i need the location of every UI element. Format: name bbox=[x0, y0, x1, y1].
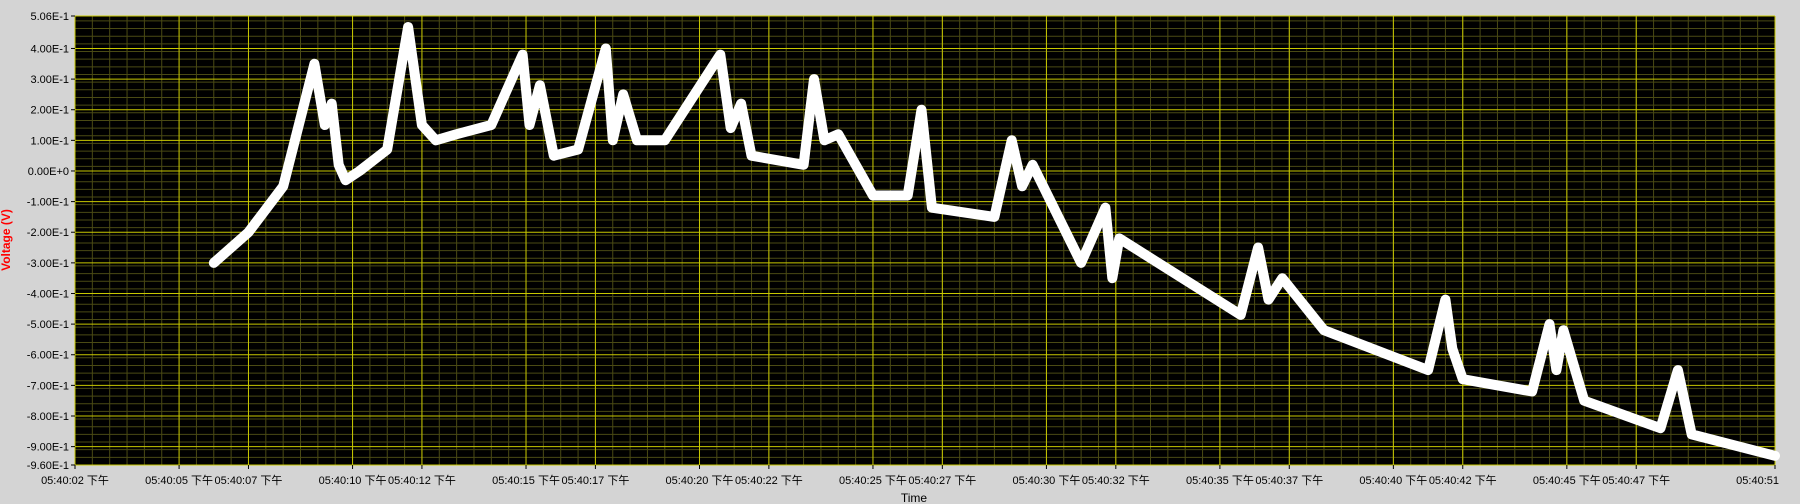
y-tick-label: -9.60E-1 bbox=[27, 460, 69, 472]
x-tick-label: 05:40:07 下午 bbox=[215, 474, 283, 487]
x-tick-label: 05:40:10 下午 bbox=[319, 474, 387, 487]
y-tick-label: -3.00E-1 bbox=[27, 258, 69, 270]
x-tick-label: 05:40:32 下午 bbox=[1082, 474, 1150, 487]
x-tick-label: 05:40:17 下午 bbox=[561, 474, 629, 487]
y-tick-label: 0.00E+0 bbox=[28, 166, 69, 178]
x-tick-label: 05:40:25 下午 bbox=[839, 474, 907, 487]
x-tick-label: 05:40:47 下午 bbox=[1602, 474, 1670, 487]
x-tick-label: 05:40:27 下午 bbox=[908, 474, 976, 487]
x-tick-label: 05:40:40 下午 bbox=[1359, 474, 1427, 487]
y-tick-label: -6.00E-1 bbox=[27, 350, 69, 362]
x-tick-label: 05:40:20 下午 bbox=[666, 474, 734, 487]
x-tick-label: 05:40:45 下午 bbox=[1533, 474, 1601, 487]
x-tick-label: 05:40:42 下午 bbox=[1429, 474, 1497, 487]
y-tick-label: 5.06E-1 bbox=[30, 11, 69, 23]
y-axis: 5.06E-1 4.00E-1 3.00E-1 2.00E-1 1.00E-1 0.00E… bbox=[27, 11, 75, 472]
x-tick-label: 05:40:22 下午 bbox=[735, 474, 803, 487]
x-tick-label: 05:40:02 下午 bbox=[41, 474, 109, 487]
x-tick-label: 05:40:15 下午 bbox=[492, 474, 560, 487]
x-tick-label: 05:40:51 bbox=[1736, 475, 1779, 487]
y-tick-label: 1.00E-1 bbox=[30, 135, 69, 147]
y-tick-label: 3.00E-1 bbox=[30, 74, 69, 86]
x-axis: 05:40:02 下午 05:40:05 下午 05:40:07 下午 05:40:1… bbox=[41, 465, 1779, 487]
y-tick-label: -8.00E-1 bbox=[27, 411, 69, 423]
y-tick-label: -9.00E-1 bbox=[27, 442, 69, 454]
x-axis-label: Time bbox=[901, 491, 928, 504]
x-tick-label: 05:40:12 下午 bbox=[388, 474, 456, 487]
y-tick-label: -7.00E-1 bbox=[27, 380, 69, 392]
x-tick-label: 05:40:37 下午 bbox=[1255, 474, 1323, 487]
x-tick-label: 05:40:35 下午 bbox=[1186, 474, 1254, 487]
y-tick-label: -1.00E-1 bbox=[27, 197, 69, 209]
y-tick-label: -2.00E-1 bbox=[27, 227, 69, 239]
y-tick-label: 2.00E-1 bbox=[30, 105, 69, 117]
y-tick-label: -4.00E-1 bbox=[27, 288, 69, 300]
trace-layer bbox=[208, 22, 1780, 461]
minor-grid bbox=[74, 16, 1776, 466]
y-tick-label: 4.00E-1 bbox=[30, 43, 69, 55]
y-tick-label: -5.00E-1 bbox=[27, 319, 69, 331]
y-axis-label: Voltage (V) bbox=[0, 209, 13, 271]
voltage-trace bbox=[208, 22, 1780, 461]
x-tick-label: 05:40:30 下午 bbox=[1012, 474, 1080, 487]
x-tick-label: 05:40:05 下午 bbox=[145, 474, 213, 487]
